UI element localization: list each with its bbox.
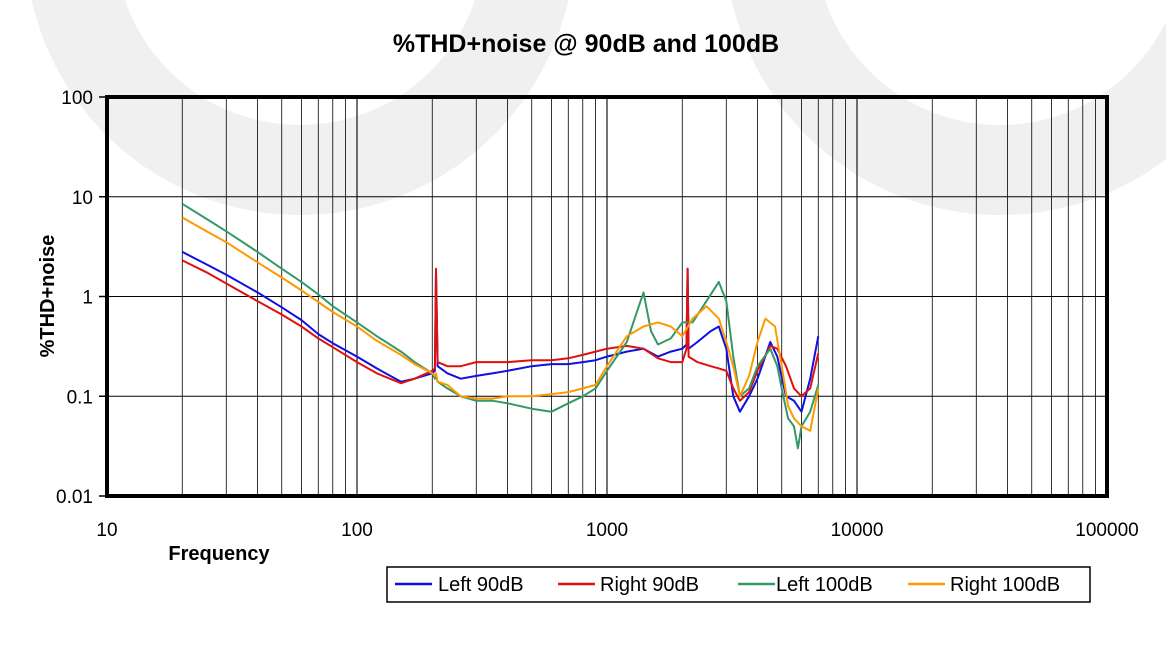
chart-title: %THD+noise @ 90dB and 100dB bbox=[393, 30, 779, 58]
y-tick-label: 0.1 bbox=[67, 387, 93, 408]
x-tick-label: 100000 bbox=[1075, 520, 1138, 541]
legend-label: Right 90dB bbox=[600, 574, 699, 596]
y-axis-ticks: 100 10 1 0.1 0.01 bbox=[56, 88, 107, 508]
x-tick-label: 10000 bbox=[831, 520, 884, 541]
y-tick-label: 0.01 bbox=[56, 487, 93, 508]
series-line-right-90db bbox=[181, 259, 820, 402]
x-axis-label: Frequency bbox=[168, 543, 270, 565]
y-axis-label: %THD+noise bbox=[37, 235, 59, 358]
series-line-left-90db bbox=[181, 251, 820, 413]
legend: Left 90dB Right 90dB Left 100dB Right 100dB bbox=[386, 566, 1091, 603]
background-watermark bbox=[31, 0, 1166, 215]
legend-label: Right 100dB bbox=[950, 574, 1060, 596]
x-tick-label: 100 bbox=[341, 520, 373, 541]
series-line-right-100db bbox=[181, 216, 820, 432]
series-line-left-100db bbox=[181, 202, 820, 450]
series-lines bbox=[181, 202, 820, 450]
y-tick-label: 100 bbox=[61, 88, 93, 109]
x-tick-label: 1000 bbox=[586, 520, 628, 541]
legend-label: Left 90dB bbox=[438, 574, 524, 596]
y-tick-label: 10 bbox=[72, 188, 93, 209]
x-axis-ticks: 10 100 1000 10000 100000 bbox=[96, 520, 1138, 541]
y-tick-label: 1 bbox=[82, 288, 93, 309]
legend-label: Left 100dB bbox=[776, 574, 873, 596]
x-tick-label: 10 bbox=[96, 520, 117, 541]
grid bbox=[107, 97, 1107, 496]
